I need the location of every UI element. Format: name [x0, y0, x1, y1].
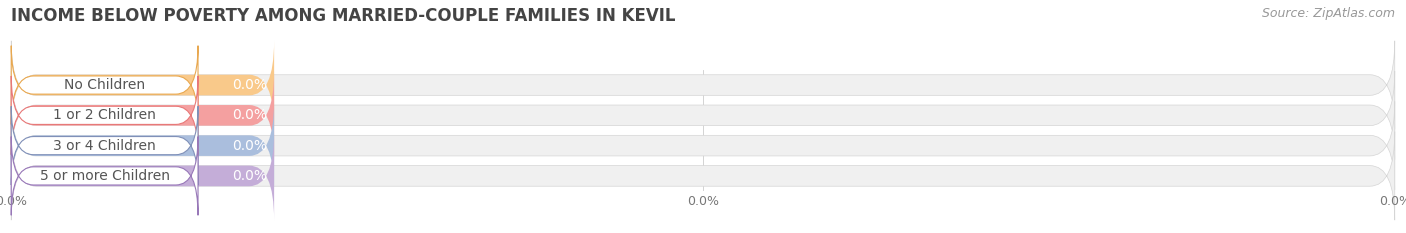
Text: 1 or 2 Children: 1 or 2 Children [53, 108, 156, 122]
FancyBboxPatch shape [11, 101, 274, 190]
FancyBboxPatch shape [11, 71, 274, 160]
Text: 0.0%: 0.0% [232, 139, 267, 153]
Text: 0.0%: 0.0% [232, 169, 267, 183]
Text: 0.0%: 0.0% [232, 78, 267, 92]
FancyBboxPatch shape [11, 106, 198, 185]
Text: 0.0%: 0.0% [232, 108, 267, 122]
FancyBboxPatch shape [11, 41, 274, 129]
FancyBboxPatch shape [11, 101, 1395, 190]
FancyBboxPatch shape [11, 76, 198, 155]
Text: Source: ZipAtlas.com: Source: ZipAtlas.com [1261, 7, 1395, 20]
FancyBboxPatch shape [11, 132, 1395, 220]
Text: No Children: No Children [65, 78, 145, 92]
FancyBboxPatch shape [11, 137, 198, 215]
FancyBboxPatch shape [11, 132, 274, 220]
Text: 3 or 4 Children: 3 or 4 Children [53, 139, 156, 153]
FancyBboxPatch shape [11, 46, 198, 124]
Text: INCOME BELOW POVERTY AMONG MARRIED-COUPLE FAMILIES IN KEVIL: INCOME BELOW POVERTY AMONG MARRIED-COUPL… [11, 7, 676, 25]
Text: 5 or more Children: 5 or more Children [39, 169, 170, 183]
FancyBboxPatch shape [11, 41, 1395, 129]
FancyBboxPatch shape [11, 71, 1395, 160]
